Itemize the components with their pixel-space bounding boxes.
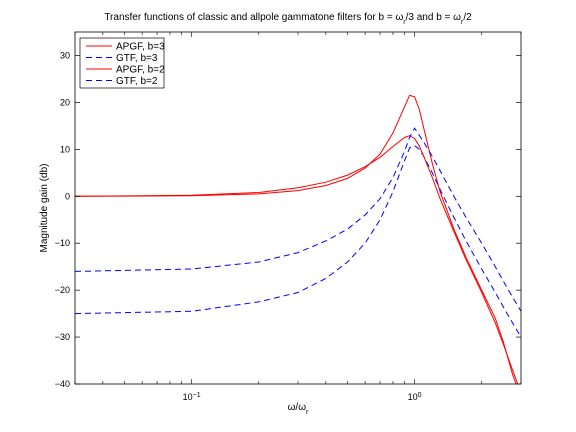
- y-tick-label: −20: [55, 285, 70, 295]
- series-line-4: [75, 127, 521, 312]
- legend-label-3: APGF, b=2: [116, 65, 165, 76]
- ticks-layer: −40 −30 −20 −10 0 10 20 30 10−1 100: [55, 32, 522, 403]
- x-tick-label: 100: [408, 392, 422, 403]
- y-tick-label: 10: [60, 144, 70, 154]
- x-axis-label: ω/ωr: [288, 402, 309, 416]
- legend-label-2: GTF, b=3: [116, 53, 158, 64]
- series-layer: [75, 94, 521, 384]
- series-line-3: [75, 135, 519, 384]
- y-tick-label: 20: [60, 97, 70, 107]
- x-tick-label: 10−1: [183, 392, 201, 403]
- y-tick-label: −30: [55, 332, 70, 342]
- legend-label-4: GTF, b=2: [116, 76, 158, 87]
- series-line-2: [75, 145, 521, 338]
- y-axis-label: Magnitude gain (db): [39, 164, 50, 253]
- legend-label-1: APGF, b=3: [116, 42, 165, 53]
- y-tick-label: 30: [60, 50, 70, 60]
- y-tick-label: −40: [55, 379, 70, 389]
- chart-title: Transfer functions of classic and allpol…: [104, 12, 472, 26]
- plot-area: −40 −30 −20 −10 0 10 20 30 10−1 100: [55, 31, 522, 403]
- y-tick-label: 0: [65, 191, 70, 201]
- y-tick-label: −10: [55, 238, 70, 248]
- series-line-1: [75, 94, 517, 384]
